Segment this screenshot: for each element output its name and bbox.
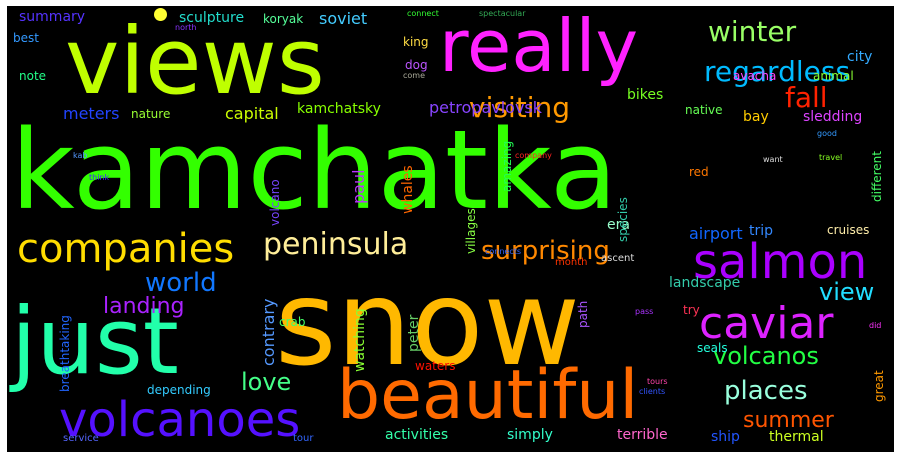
word-regardless: regardless	[704, 55, 851, 88]
word-kamchatka: kamchatka	[11, 106, 618, 234]
word-cruises: cruises	[827, 223, 870, 237]
word-different: different	[870, 151, 884, 202]
word-think: think	[89, 173, 110, 182]
word-north: north	[175, 23, 197, 32]
word-world: world	[145, 268, 217, 298]
word-just: just	[11, 288, 179, 395]
word-places: places	[724, 376, 808, 406]
word-path: path	[576, 300, 590, 328]
word-ship: ship	[711, 429, 740, 445]
word-salmon: salmon	[693, 234, 868, 290]
word-caviar: caviar	[699, 298, 834, 349]
word-summary: summary	[19, 9, 86, 25]
word-nature: nature	[131, 107, 171, 121]
word-red: red	[689, 165, 709, 179]
word-winter: winter	[708, 15, 797, 48]
word-peter: peter	[406, 314, 422, 352]
word-fall: fall	[785, 81, 828, 114]
word-clients: clients	[639, 387, 666, 396]
word-really: really	[439, 6, 639, 88]
word-avacha: avacha	[733, 69, 777, 83]
word-travel: travel	[819, 153, 843, 162]
word-cloud: kamchatka snow views really just beautif…	[7, 6, 894, 452]
word-best: best	[13, 31, 39, 45]
word-views: views	[65, 8, 325, 115]
word-come: come	[403, 71, 426, 80]
word-waters: waters	[415, 359, 456, 373]
word-city: city	[847, 49, 873, 65]
word-summer: summer	[743, 408, 834, 433]
word-whales: whales	[400, 165, 416, 214]
word-company: company	[515, 151, 552, 160]
word-airport: airport	[689, 224, 743, 243]
word-companies: companies	[17, 226, 235, 272]
word-beautiful: beautiful	[337, 356, 639, 435]
word-love: love	[241, 368, 292, 396]
word-service: service	[63, 433, 99, 444]
word-note: note	[19, 69, 47, 83]
word-crab: crab	[279, 315, 306, 329]
word-try: try	[683, 303, 700, 317]
word-connect: connect	[407, 9, 439, 18]
word-animal: animal	[813, 69, 854, 83]
dot-marker	[154, 8, 167, 21]
word-amazing: amazing	[500, 140, 514, 192]
word-surprising: surprising	[481, 236, 610, 266]
word-kab: kab	[73, 151, 88, 160]
word-meters: meters	[63, 104, 120, 123]
word-bay: bay	[743, 109, 769, 125]
word-volcanos: volcanos	[713, 342, 819, 370]
word-era: era	[607, 217, 630, 233]
word-species: species	[616, 197, 630, 242]
word-tours: tours	[647, 377, 668, 386]
word-great: great	[872, 370, 886, 402]
word-volcanoes: volcanoes	[59, 392, 301, 448]
word-month: month	[555, 257, 588, 268]
word-tour: tour	[293, 433, 314, 444]
word-villages: villages	[464, 208, 478, 254]
word-seals: seals	[697, 341, 728, 355]
word-paul: paul	[349, 169, 368, 204]
word-bikes: bikes	[627, 87, 664, 103]
word-activities: activities	[385, 427, 449, 443]
word-volcano: volcano	[268, 179, 282, 226]
word-koryak: koryak	[263, 12, 304, 26]
word-contrary: contrary	[259, 298, 278, 366]
word-sculpture: sculpture	[179, 10, 245, 26]
word-soviet: soviet	[319, 9, 368, 28]
word-watching: watching	[352, 308, 368, 372]
word-good: good	[817, 129, 837, 138]
word-landscape: landscape	[669, 275, 741, 291]
word-dog: dog	[405, 58, 428, 72]
word-kamchatsky: kamchatsky	[297, 101, 381, 117]
word-snow: snow	[275, 254, 580, 392]
word-spectacular: spectacular	[479, 9, 526, 18]
word-connects: connects	[485, 247, 522, 256]
word-view: view	[819, 278, 875, 306]
word-native: native	[685, 103, 723, 117]
word-sledding: sledding	[803, 109, 863, 125]
word-peninsula: peninsula	[263, 227, 409, 262]
word-petropavlovsk: petropavlovsk	[429, 98, 543, 117]
word-did: did	[869, 321, 882, 330]
word-thermal: thermal	[769, 429, 824, 445]
word-depending: depending	[147, 383, 211, 397]
word-terrible: terrible	[617, 427, 668, 443]
word-ascent: ascent	[601, 253, 635, 264]
word-visiting: visiting	[469, 91, 570, 124]
word-breathtaking: breathtaking	[58, 315, 72, 392]
word-king: king	[403, 35, 429, 49]
word-simply: simply	[507, 427, 553, 443]
word-trip: trip	[749, 223, 774, 239]
word-landing: landing	[103, 294, 185, 319]
word-capital: capital	[225, 104, 279, 123]
word-pass: pass	[635, 307, 654, 316]
word-want: want	[763, 155, 783, 164]
